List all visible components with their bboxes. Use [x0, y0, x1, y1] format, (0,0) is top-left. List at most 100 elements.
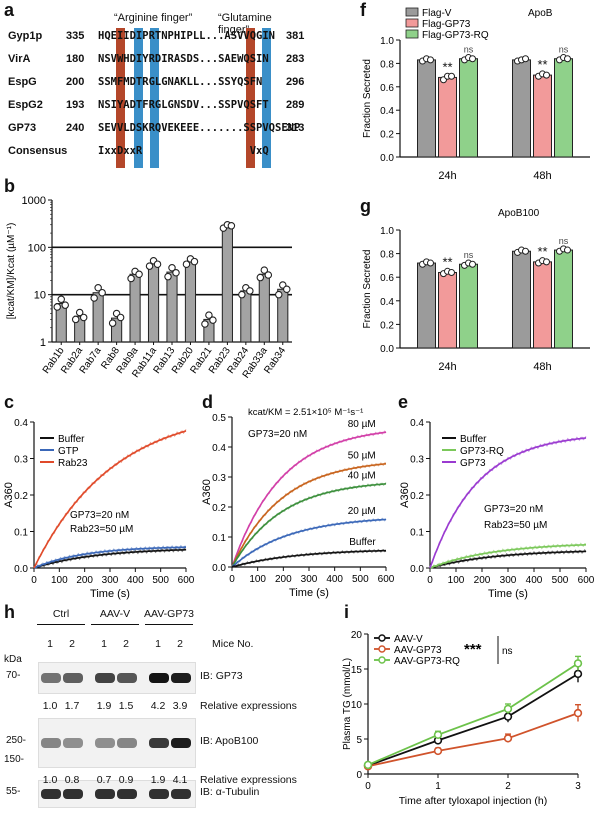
series-fit-line: [33, 546, 186, 569]
x-tick-label: 100: [51, 575, 68, 586]
x-tick-label: 300: [102, 575, 119, 586]
legend-swatch: [405, 7, 419, 17]
bar: [129, 273, 141, 343]
y-tick-label: 0: [356, 770, 362, 781]
series-fit-line: [231, 518, 387, 568]
ib-label: IB: ApoB100: [200, 735, 259, 747]
blot-strip: [38, 718, 196, 768]
y-axis-title: Fraction Secreted: [362, 250, 373, 329]
seq-start: 180: [66, 53, 85, 65]
seq-end: 313: [286, 122, 305, 134]
expression-value: 3.9: [172, 700, 188, 712]
annotation: GP73=20 nM: [70, 510, 129, 521]
y-tick-label: 5: [356, 735, 362, 746]
series-raw-line: [33, 544, 186, 569]
series-fit-line: [429, 550, 586, 569]
data-point: [433, 746, 443, 756]
blot-band: [41, 673, 61, 683]
panel-g-bar-chart: 0.0 0.2 0.4 0.6 0.8 1.0 Fraction Secreted ApoB1…: [362, 208, 590, 373]
series-fit-line: [429, 544, 586, 569]
expression-value: 0.9: [118, 774, 134, 786]
data-point: [116, 313, 125, 322]
x-tick-label: 3: [575, 781, 581, 792]
panel-i-line-chart: 0 5 10 15 20 0 1 2 3 Time after tyloxapol injecti…: [342, 630, 583, 807]
legend-label: Flag-GP73-RQ: [422, 30, 489, 41]
data-point: [427, 56, 434, 64]
lane-number: 1: [155, 638, 161, 650]
series-end-label: 50 µM: [348, 450, 376, 461]
y-axis-title: [kcat/KM]/Kcat (µM⁻¹): [6, 223, 17, 320]
y-tick-label: 0.3: [14, 455, 28, 466]
chart-title: ApoB100: [498, 208, 540, 219]
y-axis-title: A360: [399, 482, 411, 508]
group-underline: [37, 624, 85, 625]
x-tick-label: 400: [127, 575, 144, 586]
mw-marker: 250-: [6, 735, 27, 746]
seq-start: 193: [66, 99, 85, 111]
y-tick-label: 0.1: [212, 533, 226, 544]
series-raw-line: [429, 436, 587, 567]
x-tick-label: 400: [526, 575, 543, 586]
bar: [240, 290, 252, 343]
highlight-col-3: [150, 28, 159, 168]
data-point: [90, 294, 98, 302]
blot-band: [95, 789, 115, 799]
x-tick-label: 200: [474, 575, 491, 586]
y-tick-label: 0.0: [212, 563, 226, 574]
panel-h-western-blot: Ctrl AAV-V AAV-GP73 1 2 1 2 1 2 Mice No. kDa 70- IB:…: [0, 600, 330, 819]
highlight-col-4: [246, 28, 255, 168]
mw-marker-150: 150-: [4, 754, 25, 765]
x-tick-label: 24h: [438, 361, 456, 373]
data-point: [543, 71, 550, 79]
blot-strip: [38, 780, 196, 808]
y-tick-label: 20: [351, 630, 363, 641]
data-point: [564, 246, 571, 254]
seq-name: VirA: [8, 53, 31, 65]
y-tick-label: 0.4: [380, 106, 394, 117]
expression-value: 1.0: [42, 700, 58, 712]
blot-band: [63, 738, 83, 748]
bar: [147, 263, 160, 343]
legend-swatch: [405, 29, 419, 39]
data-point: [238, 290, 246, 299]
data-point: [469, 55, 476, 63]
seq-name: EspG: [8, 76, 37, 88]
seq-residues: IxxDxxR VxQ: [98, 145, 269, 157]
expression-value: 4.2: [150, 700, 166, 712]
series-raw-line: [231, 548, 387, 568]
bar: [533, 74, 552, 158]
seq-name: Consensus: [8, 145, 68, 157]
x-tick-label: 0: [229, 574, 235, 585]
x-tick-label: 400: [326, 574, 343, 585]
y-tick-label: 1.0: [380, 36, 394, 47]
data-point: [275, 290, 283, 299]
y-tick-label: 0.2: [212, 503, 226, 514]
data-point: [61, 301, 69, 309]
series-fit-line: [33, 548, 187, 569]
blot-band: [149, 738, 169, 748]
blot-band: [149, 673, 169, 683]
y-tick-label: 0.4: [14, 418, 28, 429]
data-point: [190, 257, 199, 266]
y-axis-title: Plasma TG (mmol/L): [342, 658, 353, 750]
lane-number: 2: [123, 638, 129, 650]
y-tick-label: 1.0: [380, 226, 394, 237]
legend-label: AAV-GP73-RQ: [394, 656, 460, 667]
panel-e-line-chart: 0.0 0.1 0.2 0.3 0.4 0 100 200 300 400 500 600 Time (…: [399, 418, 595, 600]
panel-d-label: d: [202, 392, 213, 412]
y-tick-label: 0.6: [380, 273, 394, 284]
expression-value: 1.0: [42, 774, 58, 786]
data-point: [168, 264, 176, 272]
bar: [459, 58, 478, 158]
chart-title: ApoB: [528, 8, 553, 19]
x-axis-title: Time (s): [488, 588, 528, 600]
mw-marker: 55-: [6, 786, 21, 797]
y-tick-label: 0.1: [410, 528, 424, 539]
data-point: [573, 659, 583, 668]
bar: [166, 271, 178, 343]
data-point: [57, 295, 65, 304]
group-underline: [91, 624, 139, 625]
data-point: [522, 247, 529, 255]
y-axis-title: A360: [201, 479, 213, 505]
legend-label: GP73-RQ: [460, 446, 504, 457]
